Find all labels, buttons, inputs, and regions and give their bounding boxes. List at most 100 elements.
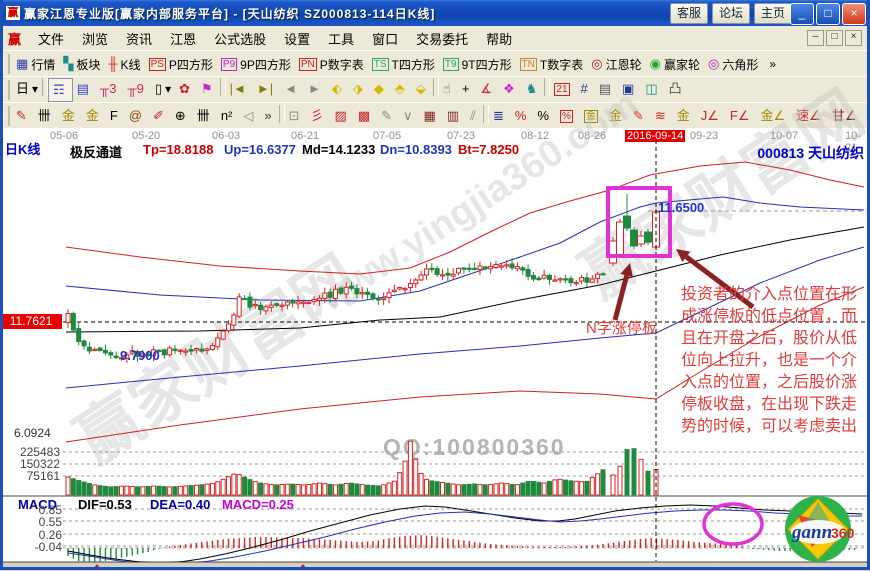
draw-overflow-button[interactable]: »	[260, 105, 278, 127]
angle-flag-icon[interactable]: ◁	[239, 105, 260, 127]
menu-browse[interactable]: 浏览	[73, 27, 117, 50]
percent-line-icon[interactable]: %	[556, 105, 580, 127]
minimize-button[interactable]: _	[790, 3, 814, 25]
hexagon-button[interactable]: ◎六角形	[704, 53, 762, 75]
pattern-tool-icon[interactable]: ✿	[175, 78, 197, 100]
menu-window[interactable]: 窗口	[363, 27, 407, 50]
grid-a-icon[interactable]: ▦	[420, 105, 443, 127]
percent-icon[interactable]: %	[533, 105, 556, 127]
mdi-close-button[interactable]: ×	[845, 30, 862, 46]
menu-tools[interactable]: 工具	[319, 27, 363, 50]
candle-style-selector[interactable]: ▯▾	[151, 78, 175, 100]
check-lines-icon[interactable]: ∨	[399, 105, 420, 127]
calculator-icon[interactable]: #	[577, 78, 595, 100]
gann-angle-icon[interactable]: 甘∠	[828, 105, 864, 127]
prev-bar-icon[interactable]: ◄	[280, 78, 304, 100]
toolbar-icon: ⚑	[201, 79, 213, 99]
toolbar-overflow-button[interactable]: »	[762, 53, 780, 75]
magenta-pattern-icon[interactable]: ❖	[499, 78, 522, 100]
box-tool-icon[interactable]: ⊡	[285, 105, 307, 127]
diamond-arrow-right-icon[interactable]: ⬗	[349, 78, 370, 100]
drag-hand-icon[interactable]: ☝	[439, 78, 458, 100]
calendar-icon[interactable]: 21	[550, 78, 576, 100]
diamond-arrow-up-icon[interactable]: ⬘	[391, 78, 412, 100]
golden-section-icon[interactable]: 金	[58, 105, 82, 127]
four-angle-icon[interactable]: 四∠	[863, 105, 870, 127]
toolbar-icon: ◉	[650, 54, 661, 74]
maximize-button[interactable]: □	[816, 3, 840, 25]
menu-settings[interactable]: 设置	[275, 27, 319, 50]
time-grid-icon[interactable]: 卌	[193, 105, 217, 127]
menu-news[interactable]: 资讯	[117, 27, 161, 50]
gold-line-icon[interactable]: 金	[605, 105, 629, 127]
flag-tool-icon[interactable]: ⚑	[197, 78, 220, 100]
trend-pen-icon[interactable]: ✎	[377, 105, 399, 127]
combine-9-candle-icon[interactable]: ╥9	[123, 78, 150, 100]
gold-circle-icon[interactable]: 金	[580, 105, 605, 127]
pen-tool-icon[interactable]: ✎	[12, 105, 34, 127]
menu-formula-stock-pick[interactable]: 公式选股	[205, 27, 275, 50]
printer-icon[interactable]: 凸	[665, 78, 689, 100]
dragon-tool-icon[interactable]: ♞	[522, 78, 545, 100]
last-bar-icon[interactable]: ►|	[253, 78, 280, 100]
j-angle-icon[interactable]: J∠	[697, 105, 726, 127]
n-square-icon[interactable]: n²	[217, 105, 240, 127]
menu-gann[interactable]: 江恩	[161, 27, 205, 50]
homepage-button[interactable]: 主页	[754, 3, 792, 24]
golden-extension-icon[interactable]: 金	[82, 105, 106, 127]
winner-wheel-button[interactable]: ◉赢家轮	[646, 53, 704, 75]
kline-button[interactable]: ╫K线	[104, 53, 144, 75]
mdi-minimize-button[interactable]: –	[807, 30, 824, 46]
fibonacci-icon[interactable]: F	[106, 105, 125, 127]
screenshot-icon[interactable]: ◫	[641, 78, 664, 100]
forum-button[interactable]: 论坛	[712, 3, 750, 24]
quotes-table-button[interactable]: ▦行情	[12, 53, 59, 75]
parallel-lines-icon[interactable]: ⫽	[466, 105, 483, 127]
notes-tool-icon[interactable]: ▤	[73, 78, 96, 100]
crosshair-icon[interactable]: +	[458, 78, 477, 100]
f-angle-icon[interactable]: F∠	[726, 105, 757, 127]
menu-file[interactable]: 文件	[29, 27, 73, 50]
gold-angle2-icon[interactable]: 金∠	[757, 105, 793, 127]
grid-b-icon[interactable]: ▥	[443, 105, 466, 127]
toolbar-icon: ▣	[622, 79, 634, 99]
first-bar-icon[interactable]: |◄	[226, 78, 253, 100]
percent-retrace-icon[interactable]: %	[511, 105, 534, 127]
combine-3-candle-icon[interactable]: ╥3	[96, 78, 123, 100]
cycle-circle-icon[interactable]: ⊕	[171, 105, 193, 127]
mdi-restore-button[interactable]: □	[826, 30, 843, 46]
measure-lines-icon[interactable]: ≣	[489, 105, 511, 127]
channel-icon[interactable]: ≋	[651, 105, 673, 127]
gold-angle-icon[interactable]: 金	[673, 105, 697, 127]
sectors-button[interactable]: ▚板块	[59, 53, 104, 75]
period-day-selector[interactable]: 日▾	[12, 78, 42, 100]
diamond-arrow-left-icon[interactable]: ⬖	[328, 78, 349, 100]
close-button[interactable]: ×	[842, 3, 866, 25]
next-bar-icon[interactable]: ►	[304, 78, 328, 100]
gann-grid-icon[interactable]: ▩	[354, 105, 377, 127]
angle-measure-icon[interactable]: ∡	[476, 78, 499, 100]
diamond-arrow-down-icon[interactable]: ⬙	[412, 78, 433, 100]
fan-lines-icon[interactable]: 彡	[307, 105, 331, 127]
spiral-icon[interactable]: @	[125, 105, 149, 127]
gann-box-icon[interactable]: ▨	[331, 105, 354, 127]
notepad-icon[interactable]: ▤	[595, 78, 618, 100]
speed-angle-icon[interactable]: 速∠	[792, 105, 828, 127]
save-icon[interactable]: ▣	[618, 78, 641, 100]
diamond-arrow-both-icon[interactable]: ◆	[370, 78, 391, 100]
menu-trade[interactable]: 交易委托	[407, 27, 477, 50]
menu-help[interactable]: 帮助	[477, 27, 521, 50]
zigzag-tool-icon[interactable]: ☶	[48, 78, 73, 102]
gann-wheel-button[interactable]: ◎江恩轮	[587, 53, 645, 75]
gann-lines-icon[interactable]: 卌	[34, 105, 58, 127]
price-pen-icon[interactable]: ✎	[629, 105, 651, 127]
brush-tool-icon[interactable]: ✐	[149, 105, 171, 127]
customer-service-button[interactable]: 客服	[670, 3, 708, 24]
